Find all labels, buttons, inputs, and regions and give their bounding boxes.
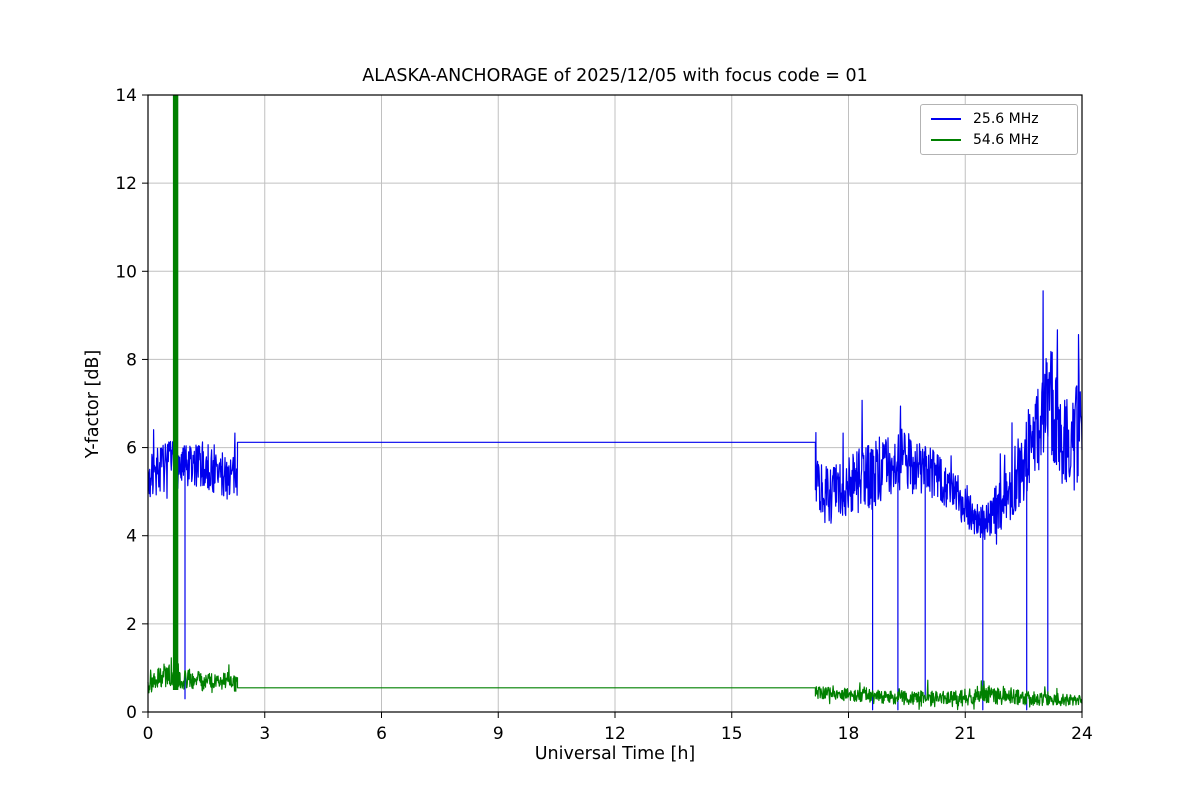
y-tick-label: 10 (115, 262, 137, 282)
legend-entry: 25.6 MHz (931, 112, 1067, 126)
plot-border (147, 94, 1083, 713)
series-line (147, 290, 1083, 711)
y-tick-label: 6 (126, 439, 137, 459)
series-spike-bar (172, 95, 179, 690)
x-tick-label: 24 (1071, 724, 1093, 744)
x-tick-label: 3 (259, 724, 270, 744)
y-tick-label: 0 (126, 703, 137, 723)
legend: 25.6 MHz 54.6 MHz (920, 104, 1078, 155)
x-tick-label: 9 (493, 724, 504, 744)
x-tick-label: 18 (838, 724, 860, 744)
y-tick-label: 2 (126, 615, 137, 635)
x-tick-label: 6 (376, 724, 387, 744)
x-tick-label: 12 (604, 724, 626, 744)
x-tick-label: 0 (143, 724, 154, 744)
y-tick-label: 4 (126, 527, 137, 547)
legend-label: 25.6 MHz (973, 111, 1039, 127)
x-tick-label: 15 (721, 724, 743, 744)
y-tick-label: 8 (126, 350, 137, 370)
x-tick-label: 21 (954, 724, 976, 744)
y-tick-label: 12 (115, 174, 137, 194)
series-line (147, 657, 1083, 711)
legend-line-25-6mhz (931, 118, 961, 120)
x-axis-label: Universal Time [h] (534, 744, 696, 764)
legend-entry: 54.6 MHz (931, 133, 1067, 147)
chart-title: ALASKA-ANCHORAGE of 2025/12/05 with focu… (362, 66, 868, 86)
y-tick-label: 14 (115, 86, 137, 106)
legend-line-54-6mhz (931, 139, 961, 141)
legend-label: 54.6 MHz (973, 132, 1039, 148)
